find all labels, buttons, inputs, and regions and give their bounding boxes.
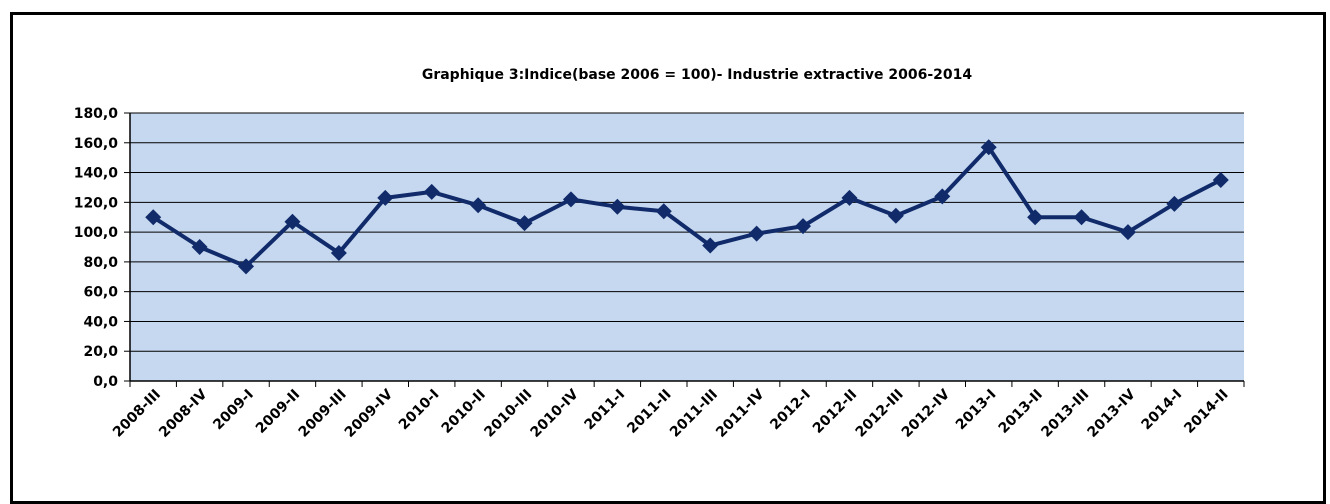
data-point-marker [934,188,951,205]
y-tick-label: 100,0 [74,225,119,241]
y-axis: 0,0 20,0 40,0 60,0 80,0 100,0 120,0 140,0 160,0 1… [74,106,131,390]
data-point-marker [330,244,347,261]
x-tick-label: 2012-IV [899,386,953,440]
x-tick-label: 2009-I [210,387,257,434]
data-point-marker [1119,224,1136,241]
y-tick-label: 80,0 [83,255,118,271]
data-point-marker [1027,209,1044,226]
x-tick-label: 2010-I [396,387,443,434]
x-tick-label: 2012-III [853,387,907,441]
data-point-marker [516,215,533,232]
data-point-marker [795,218,812,235]
x-tick-label: 2010-III [481,387,535,441]
data-point-marker [562,191,579,208]
data-point-marker [841,189,858,206]
y-tick-label: 0,0 [93,374,118,390]
y-tick-label: 160,0 [74,136,119,152]
plot-area [130,113,1244,381]
x-tick-label: 2013-I [953,387,1000,434]
data-point-marker [655,203,672,220]
data-point-marker [1073,209,1090,226]
x-tick-label: 2012-I [767,387,814,434]
data-point-marker [702,237,719,254]
x-tick-label: 2009-IV [342,386,396,440]
y-tick-label: 140,0 [74,166,119,182]
x-tick-label: 2011-I [582,387,629,434]
x-tick-label: 2014-I [1139,387,1186,434]
x-tick-label: 2014-II [1181,387,1231,437]
data-point-marker [284,213,301,230]
x-tick-label: 2011-III [667,387,721,441]
y-tick-label: 60,0 [83,285,118,301]
data-point-marker [887,207,904,224]
x-tick-label: 2010-IV [527,386,581,440]
x-tick-label: 2009-III [296,387,350,441]
x-tick-label: 2011-IV [713,386,767,440]
y-tick-label: 120,0 [74,195,119,211]
data-point-marker [470,197,487,214]
y-tick-label: 180,0 [74,106,119,122]
y-tick-label: 20,0 [83,344,118,360]
x-tick-label: 2013-III [1038,387,1092,441]
data-point-marker [980,139,997,156]
x-tick-label: 2008-III [110,387,164,441]
data-point-marker [191,239,208,255]
series [145,139,1229,275]
data-point-marker [1166,195,1183,212]
data-point-marker [145,209,162,226]
data-point-marker [238,258,255,275]
data-point-marker [377,189,394,206]
data-point-marker [1212,172,1229,188]
y-tick-label: 40,0 [83,314,118,330]
chart-title: Graphique 3:Indice(base 2006 = 100)- Ind… [422,67,973,83]
data-point-marker [748,225,765,242]
data-point-marker [423,183,440,200]
data-point-marker [609,198,626,215]
x-tick-label: 2008-IV [156,386,210,440]
x-tick-label: 2013-IV [1084,386,1138,440]
